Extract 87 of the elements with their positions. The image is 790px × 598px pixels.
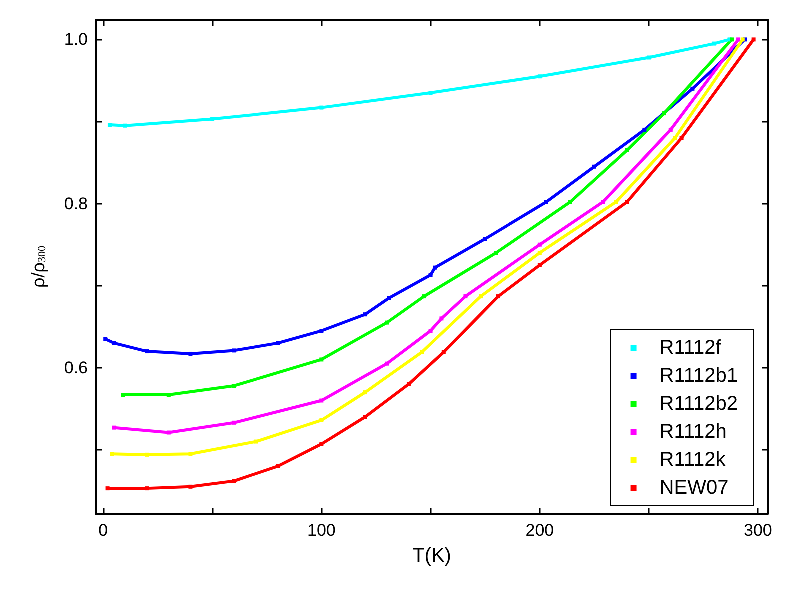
legend-label: R1112b2 <box>660 393 738 415</box>
point <box>320 106 324 110</box>
point <box>232 479 236 484</box>
point <box>276 341 280 346</box>
point <box>568 200 572 204</box>
point <box>145 452 150 457</box>
point <box>232 384 236 388</box>
point <box>121 393 126 398</box>
point <box>110 452 114 456</box>
y-tick-label: 0.6 <box>64 358 88 378</box>
point <box>479 294 483 299</box>
point <box>320 358 324 362</box>
point <box>406 382 411 386</box>
point <box>483 237 488 242</box>
point <box>104 337 108 342</box>
point <box>166 430 171 435</box>
point <box>592 164 596 169</box>
x-tick-label: 200 <box>526 521 554 540</box>
point <box>363 312 368 317</box>
point <box>145 486 150 491</box>
point <box>538 251 542 256</box>
point <box>363 415 368 420</box>
point <box>662 112 666 116</box>
y-axis-title: ρ/ρ300 <box>28 246 48 288</box>
point <box>464 294 468 299</box>
point <box>166 393 171 398</box>
x-tick-label: 0 <box>98 521 108 540</box>
point <box>673 136 678 140</box>
point <box>106 486 110 491</box>
point <box>276 464 280 468</box>
point <box>422 294 426 299</box>
point <box>387 296 392 300</box>
y-tick-label: 0.8 <box>64 194 88 214</box>
point <box>112 341 116 346</box>
point <box>385 362 390 366</box>
point <box>680 136 684 140</box>
point <box>385 320 390 325</box>
y-tick-label: 1.0 <box>64 30 88 50</box>
point <box>123 124 128 128</box>
point <box>420 350 424 354</box>
point <box>712 42 717 46</box>
point <box>752 38 756 42</box>
point <box>320 442 324 446</box>
point <box>668 128 673 132</box>
x-tick-label: 300 <box>744 521 772 540</box>
point <box>232 420 236 425</box>
point <box>254 440 258 444</box>
point <box>442 350 446 354</box>
point <box>494 251 498 256</box>
point <box>690 86 695 91</box>
point <box>647 56 652 60</box>
point <box>428 329 433 334</box>
point <box>188 352 193 356</box>
point <box>433 266 438 270</box>
point <box>145 350 150 354</box>
x-axis-title: T(K) <box>412 545 452 567</box>
point <box>614 200 618 204</box>
point <box>210 117 215 122</box>
point <box>428 273 433 278</box>
point <box>538 242 542 247</box>
legend-label: R1112b1 <box>660 365 738 387</box>
point <box>538 74 542 79</box>
point <box>544 200 548 204</box>
point <box>232 348 236 353</box>
point <box>188 452 193 456</box>
point <box>112 426 116 430</box>
point <box>320 398 324 403</box>
x-tick-label: 100 <box>307 521 336 540</box>
point <box>440 316 444 321</box>
point <box>740 38 745 42</box>
point <box>320 418 324 422</box>
legend-label: R1112h <box>660 421 727 443</box>
point <box>625 148 630 152</box>
point <box>496 294 500 299</box>
point <box>188 484 193 489</box>
point <box>320 329 324 334</box>
legend-label: R1112f <box>660 337 722 359</box>
point <box>642 128 647 132</box>
point <box>363 390 368 395</box>
legend-label: NEW07 <box>660 477 729 499</box>
point <box>601 200 606 204</box>
point <box>428 91 433 96</box>
legend-label: R1112k <box>660 449 727 471</box>
point <box>108 123 112 128</box>
point <box>625 200 630 204</box>
point <box>736 38 741 42</box>
point <box>538 263 542 268</box>
